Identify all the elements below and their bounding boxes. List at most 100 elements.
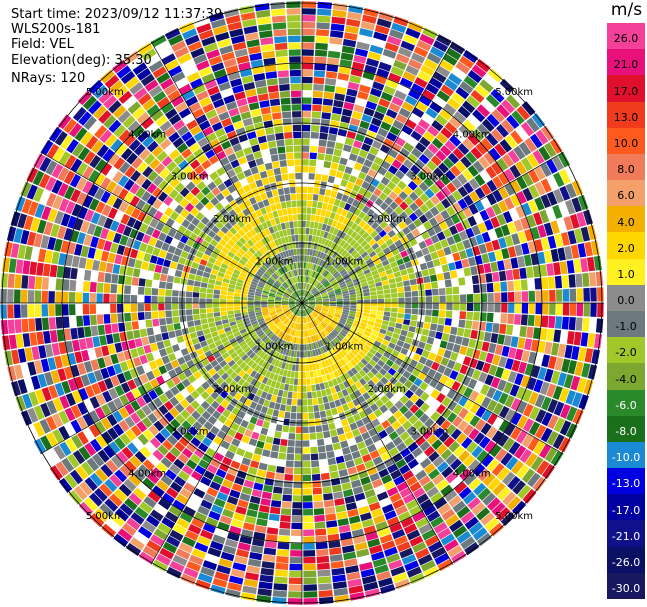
range-gate [348, 585, 364, 594]
range-gate [515, 205, 526, 219]
range-gate [286, 289, 292, 295]
range-gate [277, 542, 290, 550]
range-gate [513, 145, 526, 160]
range-gate [490, 89, 505, 103]
range-gate [65, 254, 74, 267]
range-gate [123, 370, 133, 381]
range-gate [296, 309, 300, 316]
range-gate [190, 437, 201, 448]
range-gate [216, 405, 226, 414]
range-gate [233, 344, 241, 352]
range-gate [275, 320, 282, 326]
range-gate [78, 387, 89, 401]
range-gate [309, 371, 314, 378]
range-gate [326, 315, 333, 320]
range-gate [210, 347, 219, 355]
range-gate [345, 431, 354, 440]
range-gate [269, 257, 276, 264]
range-gate [335, 308, 343, 312]
range-gate [309, 221, 315, 229]
range-gate [314, 377, 320, 384]
range-gate [297, 255, 300, 262]
range-gate [376, 314, 384, 320]
range-gate [290, 295, 297, 300]
range-gate [72, 390, 83, 404]
range-gate [305, 357, 309, 365]
range-gate [165, 282, 173, 290]
range-gate [392, 332, 400, 340]
range-gate [392, 185, 403, 196]
range-gate [289, 563, 302, 571]
range-gate [162, 541, 178, 554]
range-gate [100, 163, 113, 176]
range-gate [416, 452, 428, 464]
range-gate [432, 309, 439, 317]
range-gate [478, 156, 490, 169]
range-gate [165, 346, 174, 355]
range-gate [300, 330, 302, 337]
range-gate [178, 107, 191, 119]
range-gate [297, 309, 301, 316]
range-gate [474, 255, 483, 265]
range-gate [210, 239, 219, 247]
range-gate [304, 283, 307, 290]
range-gate [317, 153, 325, 161]
range-gate [241, 269, 249, 275]
range-gate [381, 474, 393, 485]
range-gate [289, 278, 294, 285]
range-gate [362, 315, 369, 321]
range-gate [282, 274, 287, 281]
range-gate [183, 567, 199, 579]
range-gate [323, 381, 330, 389]
range-gate [350, 249, 358, 257]
range-gate [231, 519, 244, 529]
range-gate [199, 298, 206, 303]
range-gate [377, 250, 385, 258]
range-gate [138, 526, 153, 539]
range-gate [89, 281, 97, 293]
range-gate [254, 338, 261, 345]
range-gate [397, 353, 406, 361]
range-gate [332, 228, 339, 236]
range-gate [27, 231, 37, 246]
range-gate [409, 505, 422, 517]
range-gate [320, 277, 326, 284]
range-gate [446, 194, 457, 205]
range-gate [554, 357, 564, 371]
range-gate [382, 234, 391, 242]
range-gate [138, 464, 151, 477]
range-gate [308, 305, 315, 309]
range-gate [345, 211, 353, 220]
range-gate [331, 220, 338, 228]
range-gate [534, 181, 546, 196]
range-gate [176, 241, 186, 250]
range-gate [282, 295, 289, 299]
range-gate [326, 287, 333, 292]
range-gate [182, 113, 195, 125]
range-gate [309, 303, 316, 305]
range-gate [53, 445, 66, 460]
range-gate [271, 8, 286, 16]
range-gate [130, 537, 145, 551]
range-gate [302, 289, 304, 296]
range-gate [139, 354, 148, 365]
range-gate [313, 291, 319, 296]
range-gate [309, 270, 313, 277]
range-gate [227, 348, 236, 356]
range-gate [100, 69, 115, 84]
range-gate [265, 127, 275, 135]
range-gate [253, 347, 261, 354]
range-gate [159, 318, 167, 326]
range-gate [184, 34, 200, 46]
range-gate [373, 156, 384, 166]
range-gate [367, 379, 376, 388]
range-gate [338, 524, 351, 533]
range-gate [94, 508, 109, 523]
range-gate [270, 204, 277, 212]
range-gate [303, 310, 305, 317]
range-gate [284, 383, 290, 391]
range-gate [402, 493, 416, 504]
range-gate [287, 598, 302, 605]
range-gate [225, 194, 234, 203]
range-gate [310, 453, 319, 461]
